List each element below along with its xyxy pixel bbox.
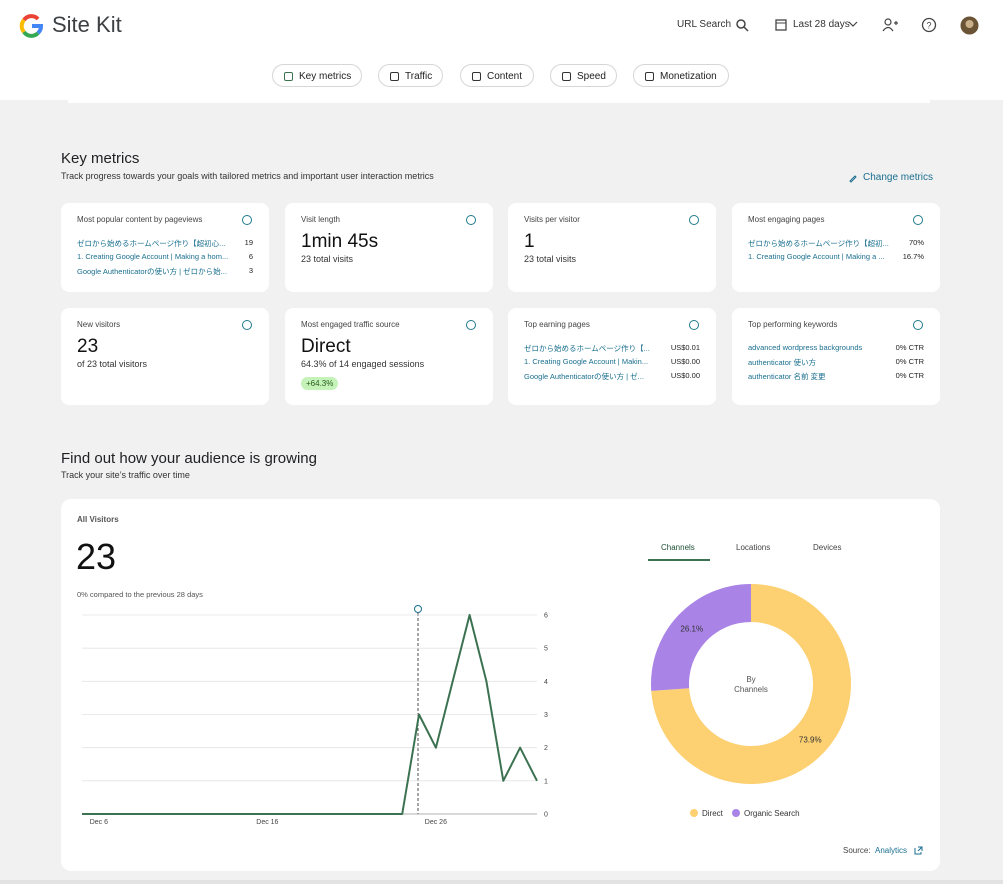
tab-icon [472,72,481,81]
row-value: US$0.00 [671,357,700,366]
row-label[interactable]: ゼロから始めるホームページ作り【超初心... [77,238,225,249]
card-detail: of 23 total visitors [77,359,147,369]
source-link[interactable]: Analytics [875,846,907,855]
help-icon[interactable]: ? [921,17,937,33]
dimension-tab[interactable]: Locations [736,543,770,552]
date-range[interactable]: Last 28 days [793,19,850,30]
metric-card: New visitors 23of 23 total visitors [61,308,269,405]
tab-icon [645,72,654,81]
comparison: 0% compared to the previous 28 days [77,590,203,599]
row-value: 3 [249,266,253,275]
audience-panel [61,499,940,871]
add-user-icon[interactable] [882,18,898,32]
card-title: Top performing keywords [748,320,837,329]
card-title: New visitors [77,320,120,329]
nav-tab[interactable]: Content [460,64,534,87]
card-detail: 64.3% of 14 engaged sessions [301,359,424,369]
nav-tab[interactable]: Traffic [378,64,443,87]
google-logo [18,12,46,40]
info-icon [913,215,923,225]
card-detail: 23 total visits [301,254,353,264]
avatar[interactable] [960,16,979,35]
card-value: Direct [301,336,351,358]
card-value: 1min 45s [301,231,378,253]
tab-icon [284,72,293,81]
metric-card: Top performing keywords advanced wordpres… [732,308,940,405]
search-icon[interactable] [735,18,749,32]
header: Site Kit URL Search Last 28 days ? Key m… [0,0,1003,100]
section-subtitle: Track your site’s traffic over time [61,470,190,480]
row-label[interactable]: authenticator 使い方 [748,357,816,368]
card-detail: 23 total visits [524,254,576,264]
card-title: Most engaged traffic source [301,320,400,329]
dimension-tab[interactable]: Channels [661,543,695,552]
card-title: Visit length [301,215,340,224]
row-label[interactable]: 1. Creating Google Account | Makin... [524,357,648,366]
row-value: 16.7% [903,252,924,261]
metric-card: Top earning pages ゼロから始めるホームページ作り【... US$0… [508,308,716,405]
chevron[interactable] [848,20,858,28]
row-label[interactable]: 1. Creating Google Account | Making a ho… [77,252,228,261]
row-label[interactable]: Google Authenticatorの使い方 | ゼ... [524,371,644,382]
active-tab-underline [648,559,710,561]
url-search[interactable]: URL Search [677,19,731,30]
row-label[interactable]: authenticator 名前 変更 [748,371,826,382]
scrolled-strip [68,100,930,103]
metric-label: All Visitors [77,515,119,524]
row-label[interactable]: ゼロから始めるホームページ作り【超初... [748,238,889,249]
card-value: 23 [77,336,98,358]
card-title: Most engaging pages [748,215,825,224]
metric-card: Most engaging pages ゼロから始めるホームページ作り【超初...… [732,203,940,292]
brand: Site Kit [52,12,122,38]
metric-card: Most popular content by pageviews ゼロから始める… [61,203,269,292]
change-badge: +64.3% [301,377,338,390]
card-title: Visits per visitor [524,215,580,224]
row-value: US$0.01 [671,343,700,352]
change-metrics-link[interactable]: Change metrics [863,172,933,183]
card-value: 1 [524,231,535,253]
external-icon[interactable] [914,846,923,855]
section-subtitle: Track progress towards your goals with t… [61,171,434,181]
bottom-edge [0,880,1003,884]
card-title: Most popular content by pageviews [77,215,202,224]
row-value: 0% CTR [896,357,924,366]
row-value: 19 [245,238,253,247]
row-value: 0% CTR [896,371,924,380]
metric-card: Visits per visitor 123 total visits [508,203,716,292]
row-label[interactable]: advanced wordpress backgrounds [748,343,862,352]
info-icon [242,215,252,225]
nav-tab[interactable]: Monetization [633,64,729,87]
row-value: US$0.00 [671,371,700,380]
tab-icon [390,72,399,81]
info-icon [242,320,252,330]
metric-card: Visit length 1min 45s23 total visits [285,203,493,292]
row-value: 6 [249,252,253,261]
row-value: 70% [909,238,924,247]
edit-icon[interactable] [848,173,858,183]
calendar-icon[interactable] [775,18,787,31]
source-label: Source: [843,846,871,855]
nav-tab[interactable]: Speed [550,64,617,87]
row-label[interactable]: Google Authenticatorの使い方 | ゼロから始... [77,266,227,277]
metric-value: 23 [76,536,116,578]
info-icon [466,215,476,225]
dimension-tab[interactable]: Devices [813,543,841,552]
svg-text:?: ? [926,21,931,31]
section-title: Key metrics [61,150,139,167]
info-icon [689,320,699,330]
tab-icon [562,72,571,81]
info-icon [913,320,923,330]
card-title: Top earning pages [524,320,590,329]
nav-tab[interactable]: Key metrics [272,64,362,87]
info-icon [466,320,476,330]
section-title: Find out how your audience is growing [61,450,317,467]
row-value: 0% CTR [896,343,924,352]
row-label[interactable]: 1. Creating Google Account | Making a ..… [748,252,885,261]
metric-card: Most engaged traffic source Direct64.3% o… [285,308,493,405]
info-icon [689,215,699,225]
row-label[interactable]: ゼロから始めるホームページ作り【... [524,343,650,354]
